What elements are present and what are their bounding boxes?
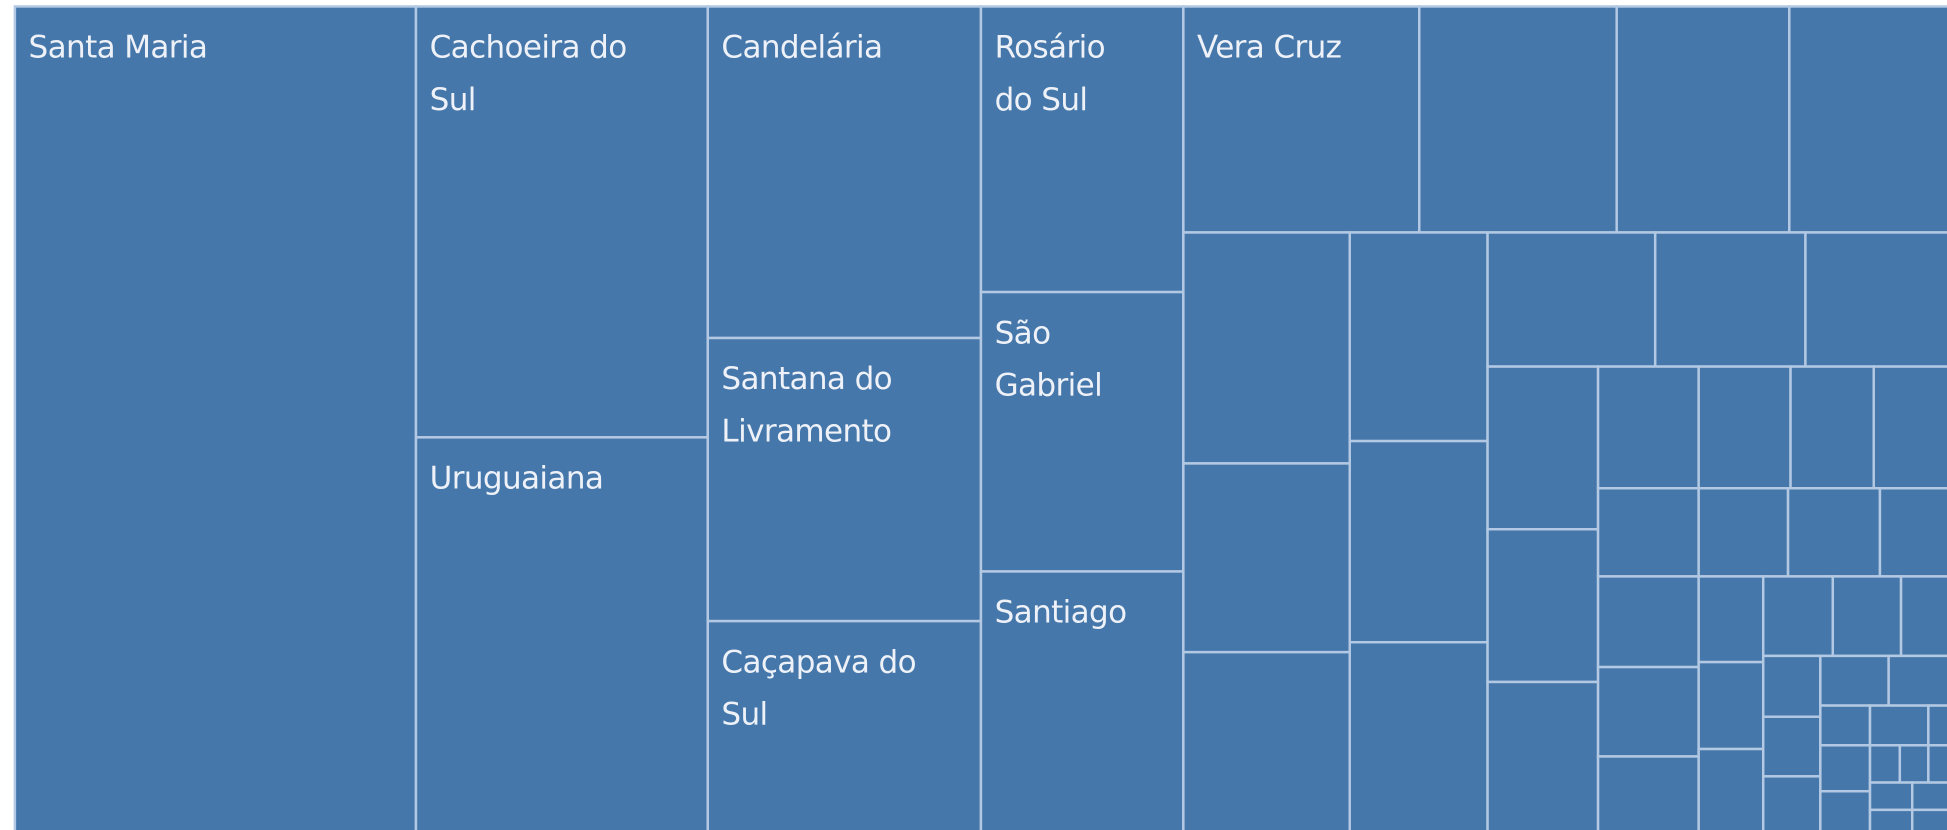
tile [1596,575,1700,669]
tile [1697,365,1792,490]
tile [1927,704,1947,747]
tile-label: Candelária [721,30,882,66]
tile [1348,231,1489,443]
tile-label: Santiago [995,595,1127,631]
tile [1182,650,1351,830]
tile-label: São [995,315,1051,351]
tile [1804,231,1947,368]
tile [1596,365,1700,490]
tile [1596,487,1700,578]
tile [1819,654,1890,707]
tile [1697,660,1765,751]
tile [1819,744,1872,793]
tile-label: Uruguaiana [430,461,604,497]
tile-label: Gabriel [995,367,1103,403]
tile [414,5,710,439]
tile [1868,744,1902,784]
tile-label: Sul [430,82,476,118]
tile-label: Santa Maria [29,30,208,66]
tile [1819,704,1872,747]
tile [1789,365,1875,490]
tile [1761,775,1822,830]
tile [1348,640,1489,830]
tile [414,436,710,830]
tile [1910,781,1947,812]
tile [13,5,418,830]
tile-label: Rosário [995,30,1105,66]
tile-label: Vera Cruz [1197,30,1341,66]
tile [1927,744,1947,784]
tile [1182,462,1351,654]
tile [1596,755,1700,830]
tile [1878,487,1947,578]
tile [1182,231,1351,465]
tile [1596,665,1700,758]
tile [1868,781,1914,812]
tile [1761,715,1822,778]
tile [1898,744,1930,784]
tile [1761,654,1822,718]
tile [1786,487,1882,578]
tile [1348,439,1489,644]
tile [706,619,983,830]
tile [1486,365,1600,531]
tile [1872,365,1947,490]
tile [1486,231,1657,368]
tile [1697,487,1790,578]
tile [1887,654,1947,707]
tile [1868,808,1914,830]
tile-label: Sul [721,696,767,732]
tile [1486,527,1600,684]
tile [1653,231,1807,368]
tile [1899,575,1947,658]
tile [1615,5,1791,234]
tile [1819,789,1872,830]
tile [1486,680,1600,830]
tile [1868,704,1930,747]
tile [1697,747,1765,830]
tile [1788,5,1947,234]
tile-label: Livramento [721,413,891,449]
tile [1831,575,1903,658]
tile [979,5,1185,294]
tile [1418,5,1618,234]
tile [1761,575,1835,658]
tile-label: Santana do [721,361,892,397]
tile [1910,808,1947,830]
tile-label: Caçapava do [721,644,916,680]
tile [1697,575,1765,664]
tile [706,5,983,340]
tile-label: do Sul [995,82,1088,118]
tile-label: Cachoeira do [430,30,627,66]
